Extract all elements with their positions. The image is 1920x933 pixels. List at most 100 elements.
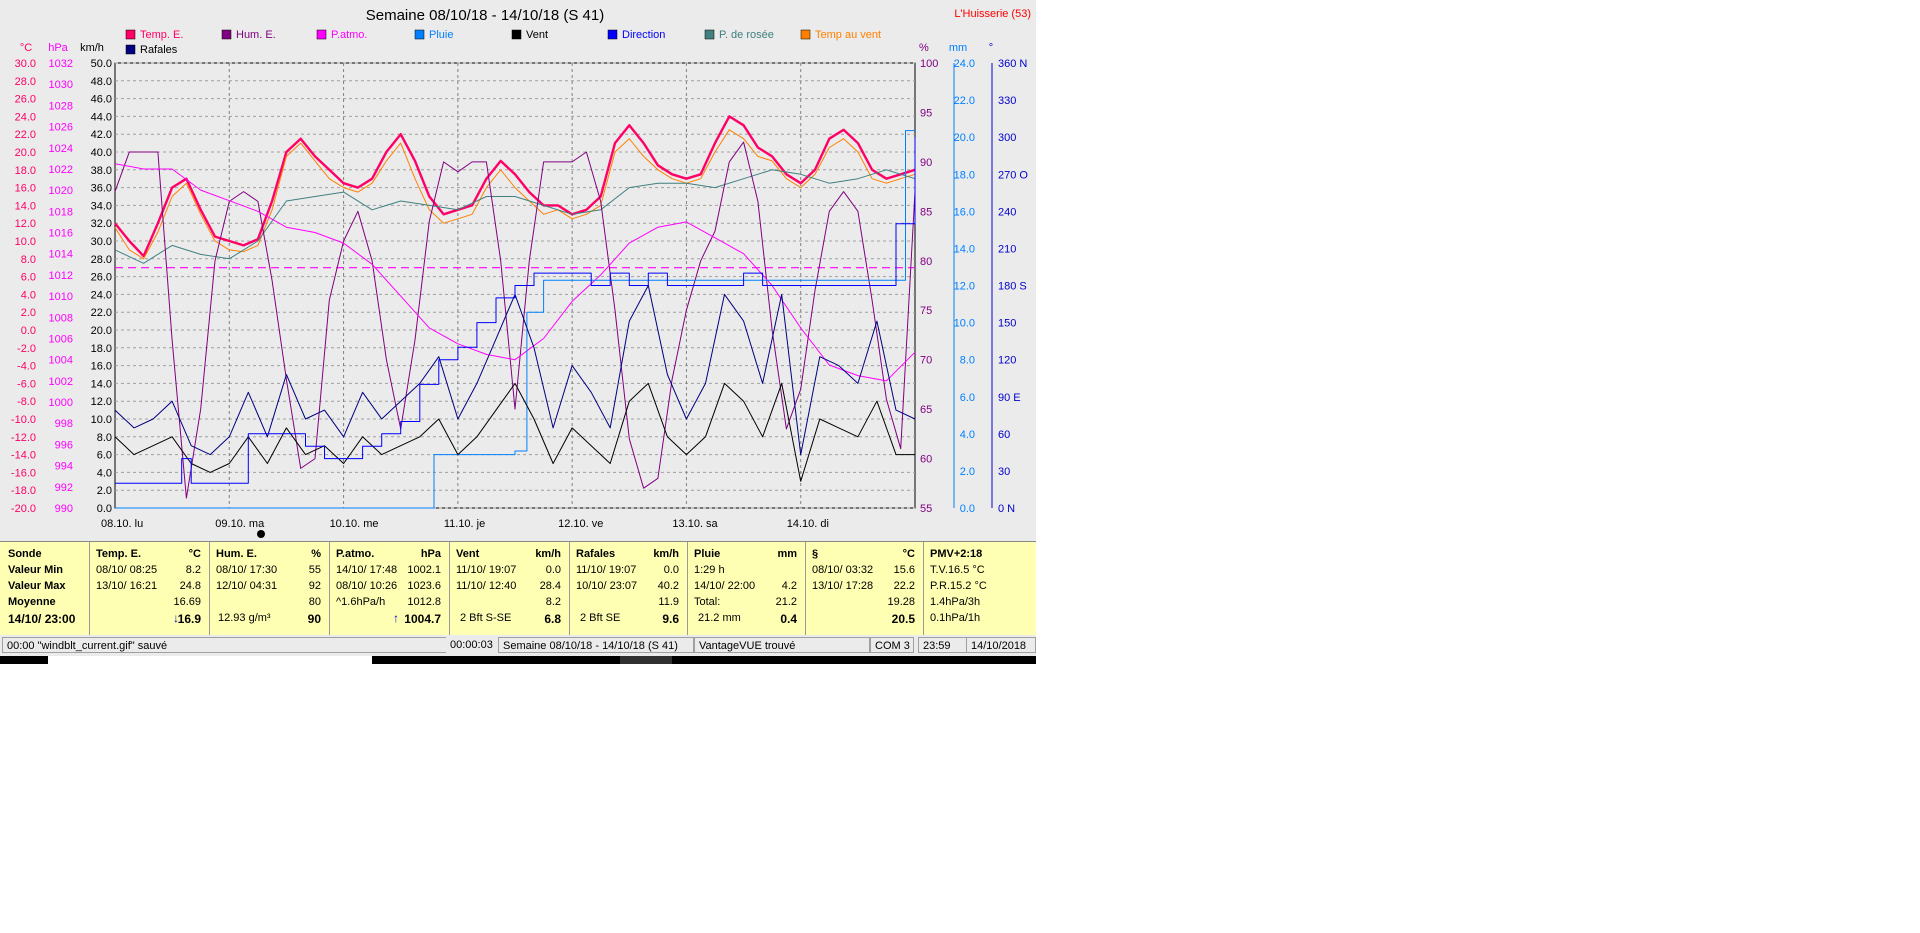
temp-tick-label: 6.0: [21, 272, 36, 284]
hum-unit: %: [311, 548, 321, 560]
direction-tick-label: 60: [998, 429, 1010, 441]
hum-current: 90: [307, 612, 321, 626]
rafales-min-time: 11/10/ 19:07: [576, 564, 637, 576]
temp-max-time: 13/10/ 16:21: [96, 580, 158, 592]
temp-tick-label: -16.0: [11, 467, 36, 479]
temp-header: Temp. E.: [96, 548, 142, 560]
hum-absolute: 12.93 g/m³: [218, 612, 271, 624]
rafales-beaufort: 2 Bft SE: [580, 612, 621, 624]
humidity-tick-label: 90: [920, 157, 932, 169]
legend-swatch: [414, 29, 425, 40]
patmo-average: 1012.8: [407, 596, 441, 608]
direction-tick-label: 270 O: [998, 169, 1028, 181]
hum-min-value: 55: [308, 564, 321, 576]
row-current-label: 14/10/ 23:00: [8, 612, 76, 626]
strip-segment-mid: [620, 656, 672, 664]
series-line-hum-e: [114, 141, 916, 499]
wind-tick-label: 14.0: [91, 378, 112, 390]
rain-tick-label: 4.0: [960, 429, 975, 441]
legend-label: Pluie: [429, 29, 453, 41]
pressure-tick-label: 1000: [49, 397, 73, 409]
legend-swatch: [704, 29, 715, 40]
pressure-tick-label: 1006: [49, 333, 73, 345]
humidity-tick-label: 55: [920, 503, 932, 515]
temp-tick-label: 26.0: [15, 94, 36, 106]
pluie-duration: 1:29 h: [694, 564, 725, 576]
wind-tick-label: 48.0: [91, 76, 112, 88]
hum-max-value: 92: [308, 580, 321, 592]
legend-swatch: [316, 29, 327, 40]
rain-tick-label: 10.0: [954, 318, 975, 330]
temp-tick-label: 10.0: [15, 236, 36, 248]
wind-tick-label: 18.0: [91, 343, 112, 355]
pressure-tick-label: 1028: [49, 100, 73, 112]
wind-tick-label: 50.0: [91, 58, 112, 70]
stats-wind: Vent km/h 11/10/ 19:07 0.0 11/10/ 12:40 …: [450, 542, 570, 635]
rain-tick-label: 18.0: [954, 169, 975, 181]
day-label: 09.10. ma: [215, 518, 265, 530]
temp-tick-label: 18.0: [15, 165, 36, 177]
day-label: 14.10. di: [787, 518, 829, 530]
patmo-current: 1004.7: [404, 612, 441, 626]
day-label: 13.10. sa: [672, 518, 718, 530]
wind-tick-label: 8.0: [97, 432, 112, 444]
unit-temp: °C: [20, 42, 32, 54]
wind-tick-label: 20.0: [91, 325, 112, 337]
stats-rain: Pluie mm 1:29 h 14/10/ 22:00 4.2 Total: …: [688, 542, 806, 635]
vent-header: Vent: [456, 548, 480, 560]
patmo-unit: hPa: [420, 548, 441, 560]
temp-tick-label: -14.0: [11, 450, 36, 462]
legend-swatch: [125, 44, 136, 55]
pmv-row-4: 0.1hPa/1h: [930, 612, 981, 624]
vent-max-time: 11/10/ 12:40: [456, 580, 517, 592]
rain-tick-label: 20.0: [954, 132, 975, 144]
temp-average: 16.69: [173, 596, 201, 608]
direction-tick-label: 120: [998, 355, 1016, 367]
unit-direction: °: [989, 42, 993, 54]
hum-header: Hum. E.: [216, 548, 257, 560]
status-port: COM 3: [870, 637, 914, 653]
temp-tick-label: -18.0: [11, 485, 36, 497]
pluie-period-total: 21.2 mm: [698, 612, 741, 624]
legend-swatch: [511, 29, 522, 40]
wind-tick-label: 42.0: [91, 129, 112, 141]
pressure-tick-label: 1004: [49, 355, 73, 367]
wind-tick-label: 10.0: [91, 414, 112, 426]
rain-tick-label: 16.0: [954, 206, 975, 218]
rain-tick-label: 12.0: [954, 281, 975, 293]
temp-tick-label: 22.0: [15, 129, 36, 141]
pluie-total-label: Total:: [694, 596, 721, 608]
rosee-max-value: 22.2: [893, 580, 915, 592]
pluie-max-time: 14/10/ 22:00: [694, 580, 756, 592]
progress-strip: [0, 656, 1036, 664]
direction-tick-label: 90 E: [998, 392, 1021, 404]
wind-tick-label: 22.0: [91, 307, 112, 319]
rafales-current: 9.6: [662, 612, 679, 626]
legend-label: Hum. E.: [236, 29, 276, 41]
rafales-average: 11.9: [658, 596, 679, 608]
direction-tick-label: 210: [998, 243, 1016, 255]
rain-tick-label: 14.0: [954, 243, 975, 255]
station-name: L'Huisserie (53): [954, 8, 1031, 20]
pluie-total-value: 21.2: [775, 596, 797, 608]
temp-tick-label: 8.0: [21, 254, 36, 266]
rafales-min-value: 0.0: [663, 564, 679, 576]
patmo-min-value: 1002.1: [407, 564, 441, 576]
pressure-tick-label: 998: [55, 418, 73, 430]
pressure-tick-label: 994: [55, 461, 73, 473]
pmv-row-2: P.R.15.2 °C: [930, 580, 987, 592]
status-bar: 00:00 "windblt_current.gif" sauvé 00:00:…: [0, 635, 1036, 655]
temp-tick-label: -12.0: [11, 432, 36, 444]
legend-label: Direction: [622, 29, 665, 41]
humidity-tick-label: 60: [920, 454, 932, 466]
stats-humidity: Hum. E. % 08/10/ 17:30 55 12/10/ 04:31 9…: [210, 542, 330, 635]
weather-app-window: 08.10. lu 09.10. ma 10.10. me 11.10. je 12.1…: [0, 0, 1036, 664]
temp-tick-label: -2.0: [17, 343, 36, 355]
wind-tick-label: 46.0: [91, 94, 112, 106]
pluie-current: 0.4: [780, 612, 797, 626]
temp-tick-label: 2.0: [21, 307, 36, 319]
temp-tick-label: -4.0: [17, 361, 36, 373]
pressure-tick-label: 1026: [49, 122, 73, 134]
vent-max-value: 28.4: [539, 580, 561, 592]
pluie-max-value: 4.2: [781, 580, 797, 592]
